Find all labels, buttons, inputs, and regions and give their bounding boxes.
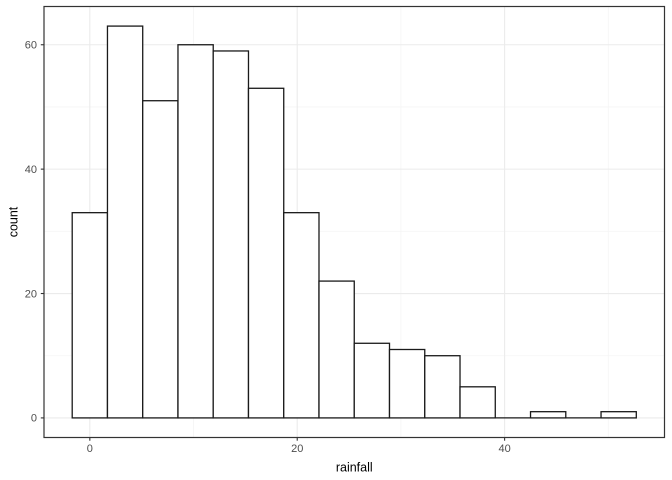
histogram-bar: [529, 411, 567, 419]
histogram-bar: [106, 25, 144, 419]
histogram-bar: [177, 44, 214, 419]
y-axis-tick-labels: 0 20 40 60: [25, 40, 37, 425]
y-tick-label: 40: [25, 164, 37, 176]
histogram-bar: [424, 355, 461, 419]
histogram-bar: [212, 50, 250, 419]
y-axis-tick-marks: [40, 44, 44, 419]
histogram-bar: [600, 411, 637, 419]
y-tick-label: 0: [31, 413, 37, 425]
y-tick-label: 20: [25, 288, 37, 300]
x-axis-tick-marks: [89, 437, 506, 441]
histogram-bar: [142, 100, 179, 419]
histogram-bar: [459, 386, 496, 419]
histogram-bar: [71, 212, 109, 419]
x-tick-label: 0: [87, 443, 93, 455]
histogram-bars-layer: [71, 25, 637, 419]
x-axis-tick-labels: 0 20 40: [87, 443, 511, 455]
histogram-bar: [283, 212, 320, 419]
histogram-bar: [318, 280, 355, 419]
histogram-bar: [353, 342, 391, 419]
histogram-bar: [247, 87, 285, 419]
x-tick-label: 20: [291, 443, 303, 455]
panel-border: [43, 5, 666, 439]
histogram-bar: [388, 348, 426, 419]
x-tick-label: 40: [498, 443, 510, 455]
y-axis-title: count: [6, 206, 20, 237]
y-tick-label: 60: [25, 40, 37, 52]
x-axis-title: rainfall: [336, 461, 373, 475]
